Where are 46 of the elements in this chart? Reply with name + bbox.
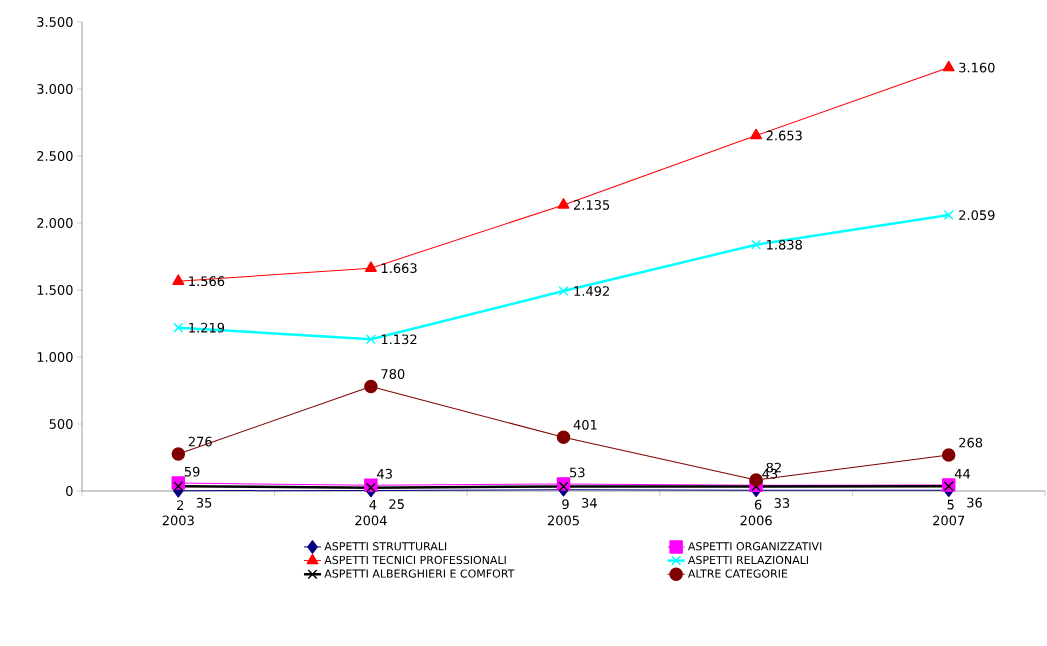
data-label: 4 <box>369 500 377 510</box>
data-label: 2.653 <box>766 130 802 141</box>
data-label: 34 <box>582 497 597 508</box>
y-tick-label: 0 <box>66 486 73 496</box>
x-tick-label: 2006 <box>740 515 772 526</box>
data-label: 3.160 <box>959 62 995 73</box>
data-label: 44 <box>954 469 971 479</box>
y-tick-label: 500 <box>49 419 73 429</box>
legend-label: ASPETTI ALBERGHIERI E COMFORT <box>324 569 515 578</box>
data-label: 1.663 <box>381 263 417 274</box>
data-label: 276 <box>188 436 212 447</box>
y-tick-label: 3.500 <box>37 17 73 27</box>
data-label: 33 <box>774 498 790 508</box>
legend-label: ASPETTI STRUTTURALI <box>324 542 447 551</box>
y-tick-label: 1.000 <box>37 352 73 362</box>
x-tick-label: 2003 <box>162 515 194 526</box>
x-tick-label: 2005 <box>547 515 579 526</box>
data-label: 2.059 <box>959 210 995 221</box>
data-label: 25 <box>389 499 404 510</box>
data-label: 9 <box>562 499 569 510</box>
y-tick-label: 1.500 <box>37 285 73 295</box>
y-tick-label: 2.500 <box>37 151 73 161</box>
data-label: 36 <box>967 497 982 508</box>
legend-label: ASPETTI RELAZIONALI <box>688 555 808 565</box>
data-label: 53 <box>570 467 585 478</box>
data-label: 1.492 <box>574 286 609 296</box>
data-label: 2.135 <box>573 200 610 210</box>
data-label: 43 <box>377 468 392 479</box>
data-label: 1.838 <box>767 239 802 250</box>
legend-label: ALTRE CATEGORIE <box>688 569 788 578</box>
data-label: 5 <box>947 499 954 510</box>
data-label: 1.132 <box>381 334 417 345</box>
legend-label: ASPETTI ORGANIZZATIVI <box>688 542 822 551</box>
y-tick-label: 2.000 <box>37 218 73 228</box>
x-tick-label: 2007 <box>933 515 965 526</box>
data-label: 59 <box>184 466 200 477</box>
data-label: 1.566 <box>189 276 225 287</box>
data-label: 780 <box>381 369 405 379</box>
data-label: 35 <box>196 497 212 508</box>
data-label: 2 <box>177 500 184 510</box>
data-label: 401 <box>573 419 597 430</box>
x-tick-label: 2004 <box>355 515 387 526</box>
legend-label: ASPETTI TECNICI PROFESSIONALI <box>324 555 506 565</box>
data-label: 268 <box>959 437 983 448</box>
data-label: 6 <box>754 499 762 510</box>
y-tick-label: 3.000 <box>37 84 73 94</box>
